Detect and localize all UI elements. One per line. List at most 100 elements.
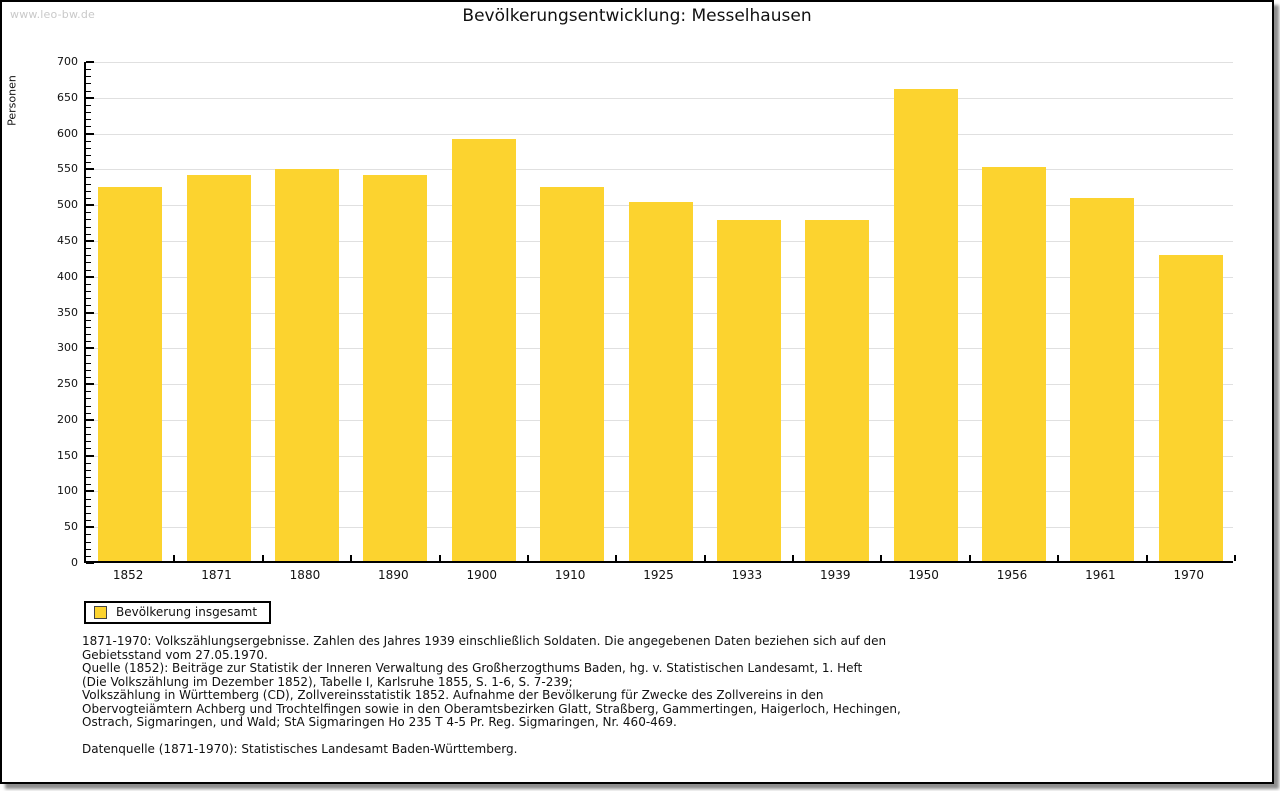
y-minor-tick xyxy=(86,541,91,543)
x-tick-label: 1871 xyxy=(201,568,232,582)
x-tick-label: 1970 xyxy=(1173,568,1205,582)
y-minor-tick xyxy=(86,477,91,479)
x-boundary-tick xyxy=(792,555,795,561)
y-minor-tick xyxy=(86,434,91,436)
y-major-tick xyxy=(86,383,94,386)
y-minor-tick xyxy=(86,190,91,192)
x-tick-label: 1956 xyxy=(996,568,1028,582)
y-tick-label: 300 xyxy=(57,341,78,355)
bar-1871 xyxy=(186,174,251,561)
y-minor-tick xyxy=(86,155,91,157)
y-major-tick xyxy=(86,168,94,171)
y-major-tick xyxy=(86,61,94,63)
y-minor-tick xyxy=(86,255,91,257)
y-major-tick xyxy=(86,454,94,457)
y-minor-tick xyxy=(86,219,91,221)
y-minor-tick xyxy=(86,269,91,271)
x-tick-label: 1961 xyxy=(1085,568,1116,582)
footnote-gap xyxy=(82,730,1202,743)
y-minor-tick xyxy=(86,448,91,450)
bar-1956 xyxy=(982,167,1047,561)
x-boundary-tick xyxy=(261,555,264,561)
x-boundary-tick xyxy=(1145,555,1148,561)
y-minor-tick xyxy=(86,391,91,393)
footnote-line: Volkszählung in Württemberg (CD), Zollve… xyxy=(82,688,824,702)
y-minor-tick xyxy=(86,197,91,199)
y-minor-tick xyxy=(86,555,91,557)
y-minor-tick xyxy=(86,147,91,149)
y-tick-label: 650 xyxy=(57,90,78,104)
y-minor-tick xyxy=(86,69,91,71)
x-tick-label: 1933 xyxy=(731,568,763,582)
plot-area xyxy=(84,61,1236,564)
bar-1961 xyxy=(1070,198,1135,561)
y-minor-tick xyxy=(86,498,91,500)
legend-box: Bevölkerung insgesamt xyxy=(84,601,272,624)
y-minor-tick xyxy=(86,305,91,307)
footnote-line: (Die Volkszählung im Dezember 1852), Tab… xyxy=(82,674,573,689)
source-footnote: 1871-1970: Volkszählungsergebnisse. Zahl… xyxy=(82,634,1202,756)
y-tick-label: 350 xyxy=(57,305,78,319)
gridline xyxy=(86,97,1233,99)
bar-1950 xyxy=(893,88,958,561)
y-tick-label: 600 xyxy=(57,126,78,140)
y-minor-tick xyxy=(86,248,91,250)
y-minor-tick xyxy=(86,326,91,328)
y-minor-tick xyxy=(86,140,91,142)
footnote-line: Gebietsstand vom 27.05.1970. xyxy=(82,647,268,662)
footnote-line: Obervogteiämtern Achberg und Trochtelfin… xyxy=(82,701,901,716)
y-tick-label: 0 xyxy=(71,556,78,569)
y-minor-tick xyxy=(86,183,91,185)
y-minor-tick xyxy=(86,226,91,228)
legend-swatch-icon xyxy=(94,605,107,619)
y-tick-label: 550 xyxy=(57,162,78,176)
x-tick-label: 1900 xyxy=(466,568,497,582)
y-major-tick xyxy=(86,239,94,242)
y-minor-tick xyxy=(86,512,91,514)
y-minor-tick xyxy=(86,83,91,85)
y-minor-tick xyxy=(86,362,91,364)
gridline xyxy=(86,133,1233,135)
legend-label: Bevölkerung insgesamt xyxy=(116,605,258,619)
y-minor-tick xyxy=(86,505,91,507)
y-minor-tick xyxy=(86,319,91,321)
y-tick-label: 200 xyxy=(57,412,78,426)
x-boundary-tick xyxy=(438,555,441,561)
y-major-tick xyxy=(86,275,94,278)
y-minor-tick xyxy=(86,262,91,264)
y-major-tick xyxy=(86,132,94,135)
x-tick-label: 1890 xyxy=(378,568,409,582)
bar-1890 xyxy=(363,174,428,561)
x-boundary-tick xyxy=(880,555,883,561)
y-minor-tick xyxy=(86,441,91,443)
y-minor-tick xyxy=(86,162,91,164)
x-tick-label: 1939 xyxy=(819,568,851,582)
footnote-line: Quelle (1852): Beiträge zur Statistik de… xyxy=(82,661,863,675)
x-tick-label: 1852 xyxy=(112,568,144,582)
y-minor-tick xyxy=(86,90,91,92)
y-minor-tick xyxy=(86,520,91,522)
x-tick-label: 1880 xyxy=(289,568,321,582)
bar-1880 xyxy=(274,168,339,561)
bar-1970 xyxy=(1158,254,1223,561)
gridline xyxy=(86,62,1233,63)
y-minor-tick xyxy=(86,355,91,357)
x-boundary-tick xyxy=(1234,555,1236,561)
y-minor-tick xyxy=(86,333,91,335)
y-minor-tick xyxy=(86,119,91,121)
y-major-tick xyxy=(86,347,94,350)
y-minor-tick xyxy=(86,283,91,285)
bar-1910 xyxy=(540,186,605,561)
y-minor-tick xyxy=(86,176,91,178)
y-minor-tick xyxy=(86,548,91,550)
y-minor-tick xyxy=(86,233,91,235)
y-axis-label: Personen xyxy=(5,75,19,126)
y-tick-label: 700 xyxy=(57,55,78,68)
x-boundary-tick xyxy=(350,555,353,561)
y-tick-label: 500 xyxy=(57,198,78,212)
y-minor-tick xyxy=(86,376,91,378)
y-minor-tick xyxy=(86,369,91,371)
y-tick-label: 400 xyxy=(57,269,78,283)
y-major-tick xyxy=(86,526,94,529)
